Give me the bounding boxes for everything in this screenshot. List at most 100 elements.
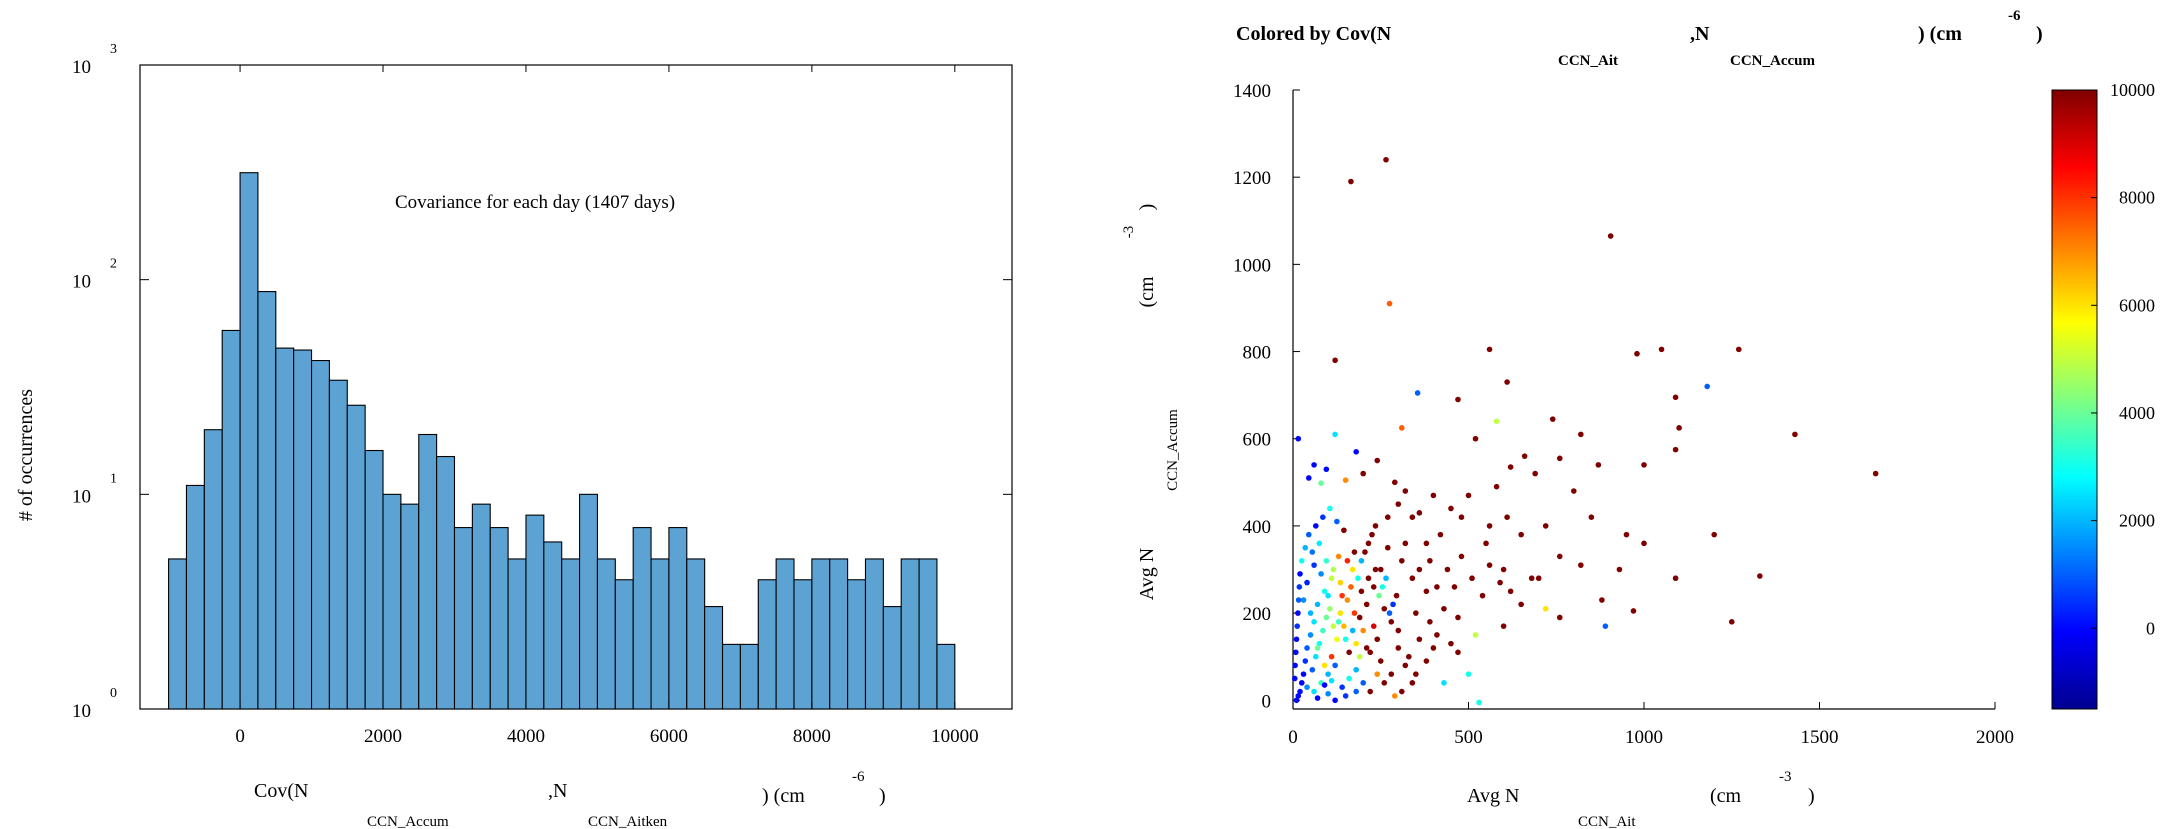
scatter-point xyxy=(1535,575,1542,582)
scatter-point xyxy=(1486,562,1493,568)
histogram-bar xyxy=(721,643,741,710)
histogram-bar xyxy=(471,503,491,710)
histogram-y-tick-exponent: 3 xyxy=(110,42,117,57)
histogram-x-axis-label: Cov(N CCN_Accum ,N CCN_Aitken ) (cm -6 ) xyxy=(254,769,886,829)
scatter-point xyxy=(1393,592,1400,599)
scatter-point xyxy=(1342,636,1349,643)
scatter-x-axis-label: Avg N CCN_Ait (cm -3 ) xyxy=(1467,769,1815,829)
scatter-point xyxy=(1381,680,1388,686)
scatter-point xyxy=(1402,540,1409,547)
histogram-x-tick-label: 10000 xyxy=(931,726,979,747)
scatter-point xyxy=(1455,614,1461,621)
svg-text:): ) xyxy=(879,785,886,807)
scatter-point xyxy=(1444,566,1451,573)
svg-text:) (cm: ) (cm xyxy=(762,785,805,807)
histogram-bar xyxy=(543,541,563,710)
scatter-point xyxy=(1337,579,1344,586)
scatter-point xyxy=(1413,610,1419,616)
scatter-point xyxy=(1297,688,1303,695)
scatter-point xyxy=(1441,680,1447,686)
scatter-point xyxy=(1314,695,1321,701)
histogram-bar xyxy=(936,643,956,710)
scatter-point xyxy=(1735,346,1742,353)
svg-text:-3: -3 xyxy=(1779,769,1792,785)
svg-text:CCN_Accum: CCN_Accum xyxy=(367,814,449,829)
scatter-point xyxy=(1367,649,1374,656)
scatter-y-tick-label: 1400 xyxy=(1233,81,1271,102)
histogram-bar xyxy=(168,558,188,710)
histogram-bar xyxy=(918,558,938,710)
scatter-point xyxy=(1346,649,1352,656)
scatter-point xyxy=(1295,610,1301,616)
scatter-point xyxy=(1342,693,1349,699)
scatter-point xyxy=(1704,383,1710,390)
scatter-point xyxy=(1384,544,1391,551)
scatter-point xyxy=(1376,592,1382,599)
scatter-point xyxy=(1409,680,1416,686)
scatter-point xyxy=(1349,627,1356,634)
scatter-x-tick-label: 1000 xyxy=(1625,727,1663,748)
histogram-x-tick-label: 6000 xyxy=(650,726,688,747)
svg-text:) (cm: ) (cm xyxy=(1918,23,1962,45)
colorbar-tick-label: 2000 xyxy=(2119,511,2155,531)
scatter-point xyxy=(1507,588,1514,595)
svg-text:,N: ,N xyxy=(548,780,567,802)
scatter-point xyxy=(1372,523,1379,529)
scatter-y-tick-label: 200 xyxy=(1243,604,1272,625)
histogram-x-tick-label: 0 xyxy=(235,726,245,747)
scatter-point xyxy=(1630,608,1637,614)
colorbar-tick-label: 0 xyxy=(2146,618,2155,638)
scatter-point xyxy=(1402,488,1409,494)
scatter-point xyxy=(1423,540,1430,547)
histogram-bar xyxy=(632,527,652,710)
histogram-x-tick-label: 4000 xyxy=(507,726,545,747)
scatter-point xyxy=(1532,470,1538,477)
scatter-y-tick-label: 1000 xyxy=(1233,255,1271,276)
scatter-point xyxy=(1676,425,1682,431)
scatter-point xyxy=(1386,610,1393,616)
scatter-point xyxy=(1328,575,1335,582)
histogram-y-axis-label: # of occurrences xyxy=(15,389,37,521)
histogram-bar xyxy=(346,404,366,710)
scatter-point xyxy=(1330,623,1337,629)
scatter-y-tick-label: 800 xyxy=(1243,343,1272,364)
scatter-point xyxy=(1358,588,1365,595)
scatter-point xyxy=(1302,544,1309,551)
scatter-point xyxy=(1372,566,1379,573)
scatter-y-tick-label: 0 xyxy=(1262,691,1272,712)
scatter-point xyxy=(1383,575,1389,582)
scatter-point xyxy=(1300,597,1307,603)
scatter-point xyxy=(1381,605,1388,612)
scatter-point xyxy=(1556,553,1563,560)
scatter-point xyxy=(1363,601,1370,608)
scatter-point xyxy=(1595,462,1602,468)
scatter-point xyxy=(1634,350,1640,357)
scatter-point xyxy=(1351,610,1358,616)
scatter-point xyxy=(1374,457,1381,464)
scatter-point xyxy=(1293,636,1300,643)
scatter-point xyxy=(1360,627,1366,634)
histogram-y-tick-label: 10 xyxy=(72,701,91,722)
histogram-bar xyxy=(436,455,456,710)
colorbar xyxy=(2051,89,2098,710)
scatter-point xyxy=(1314,601,1321,608)
histogram-bar xyxy=(364,449,384,710)
histogram-bar xyxy=(453,527,473,710)
scatter-point xyxy=(1328,677,1335,684)
scatter-point xyxy=(1504,379,1510,385)
scatter-point xyxy=(1588,514,1595,520)
histogram-bar xyxy=(811,558,831,710)
colorbar-tick-label: 4000 xyxy=(2119,403,2155,423)
histogram-bar xyxy=(400,503,420,710)
scatter-point xyxy=(1479,592,1486,599)
svg-text:(cm: (cm xyxy=(1136,276,1158,308)
scatter-point xyxy=(1323,614,1330,621)
scatter-point xyxy=(1409,514,1416,520)
svg-text:CCN_Accum: CCN_Accum xyxy=(1730,53,1815,69)
scatter-point xyxy=(1416,566,1423,573)
scatter-point xyxy=(1344,597,1351,603)
svg-text:Avg N: Avg N xyxy=(1467,785,1519,807)
scatter-point xyxy=(1416,510,1423,516)
scatter-y-tick-label: 400 xyxy=(1243,517,1272,538)
